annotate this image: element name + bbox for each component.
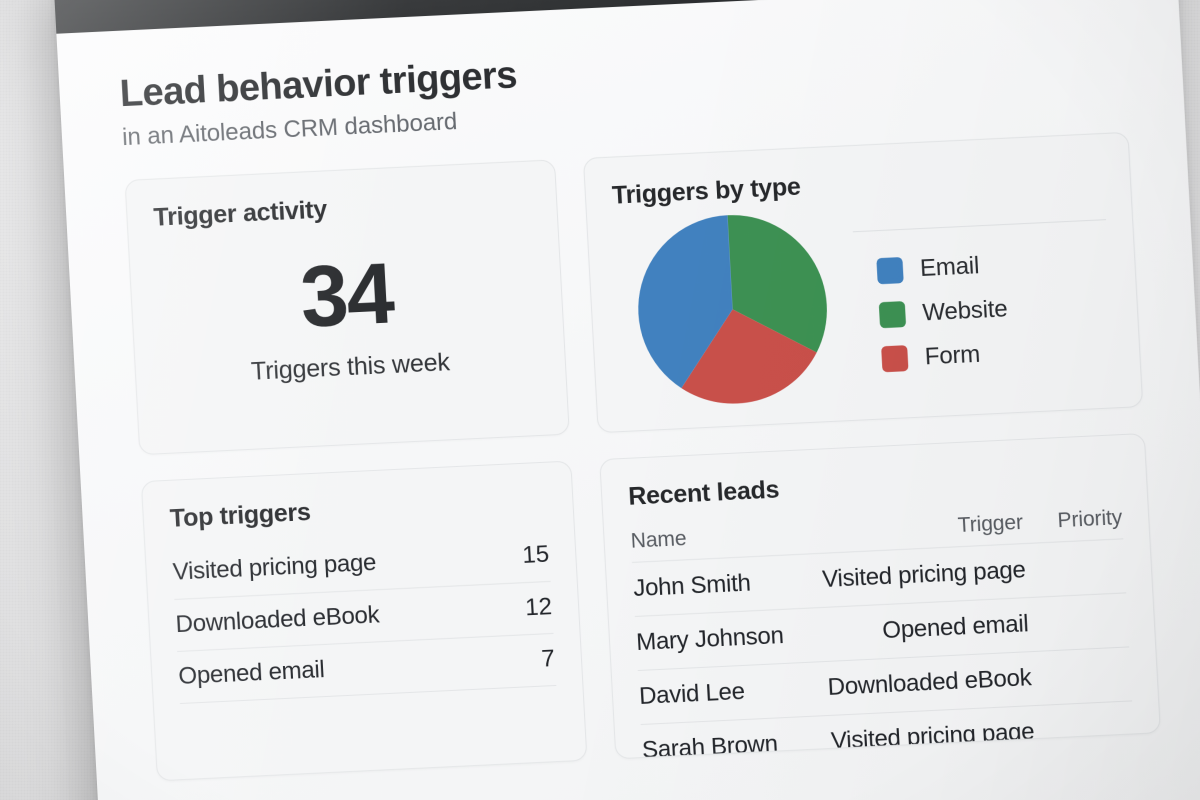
top-triggers-card: Top triggers Visited pricing page 15 Downl…	[140, 460, 588, 782]
pie-chart	[633, 211, 829, 406]
trigger-count: 12	[524, 592, 553, 622]
trigger-name: Downloaded eBook	[174, 601, 380, 638]
top-triggers-list: Visited pricing page 15 Downloaded eBook 12…	[171, 529, 557, 704]
pie-slice-website[interactable]	[727, 211, 829, 357]
trigger-name: Visited pricing page	[172, 549, 377, 586]
trigger-count: 15	[521, 540, 550, 570]
lead-priority-cell	[1050, 700, 1136, 759]
legend-label: Form	[924, 340, 981, 371]
device-frame: Lead behavior triggers in an Aitoleads C…	[53, 0, 1200, 800]
recent-leads-card: Recent leads Name Trigger Priority John …	[599, 432, 1161, 760]
app-window: Lead behavior triggers in an Aitoleads C…	[53, 0, 1200, 800]
trigger-activity-value: 34	[298, 245, 396, 347]
lead-name-cell: John Smith	[631, 553, 824, 617]
trigger-activity-label: Triggers this week	[250, 348, 451, 386]
recent-leads-table-body: John Smith Visited pricing page Mary Johns…	[631, 538, 1136, 760]
pie-slice-email[interactable]	[633, 215, 736, 390]
trigger-count: 7	[540, 644, 556, 673]
column-header-priority[interactable]: Priority	[1039, 500, 1124, 543]
trigger-activity-body: 34 Triggers this week	[154, 215, 541, 429]
dashboard-grid: Trigger activity 34 Triggers this week T…	[124, 131, 1170, 782]
legend-item-website[interactable]: Website	[878, 290, 1112, 329]
recent-leads-table: Name Trigger Priority John Smith Visited …	[629, 500, 1136, 760]
legend-swatch-form-icon	[881, 344, 909, 373]
lead-priority-cell	[1042, 538, 1127, 597]
trigger-activity-card: Trigger activity 34 Triggers this week	[124, 159, 570, 456]
trigger-name: Opened email	[177, 655, 326, 690]
top-triggers-title: Top triggers	[169, 498, 312, 533]
pie-legend: Email Website Form	[852, 219, 1114, 375]
pie-slice-form[interactable]	[677, 305, 819, 406]
legend-item-form[interactable]: Form	[881, 334, 1114, 373]
lead-priority-cell	[1047, 646, 1133, 705]
lead-name-cell: Mary Johnson	[634, 607, 827, 671]
legend-label: Website	[921, 295, 1009, 327]
legend-item-email[interactable]: Email	[876, 246, 1109, 285]
lead-priority-cell	[1044, 592, 1130, 651]
legend-swatch-website-icon	[878, 300, 907, 329]
dashboard-page: Lead behavior triggers in an Aitoleads C…	[56, 0, 1200, 800]
lead-name-cell: David Lee	[637, 661, 830, 725]
legend-label: Email	[919, 252, 980, 283]
triggers-by-type-body: Email Website Form	[613, 187, 1115, 413]
lead-trigger-cell: Visited pricing page	[829, 704, 1054, 760]
triggers-by-type-card: Triggers by type Email Website Form	[582, 131, 1144, 434]
legend-swatch-email-icon	[876, 256, 904, 285]
